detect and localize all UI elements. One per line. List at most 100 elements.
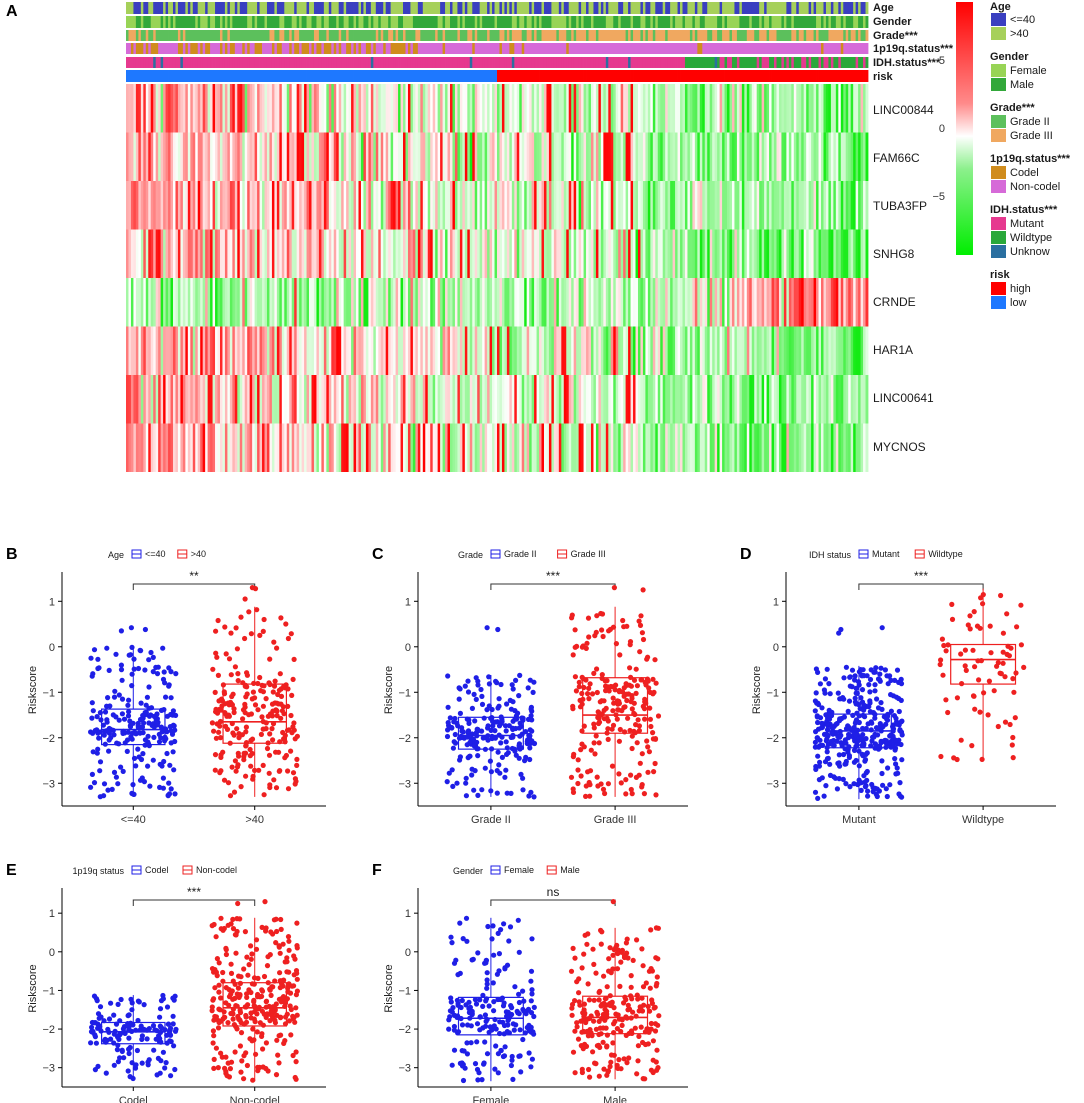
- heatmap-cell: [301, 375, 305, 424]
- annotation-cell: [430, 2, 434, 14]
- annotation-cell: [328, 70, 332, 82]
- heatmap-cell: [407, 278, 411, 327]
- annotation-cell: [551, 43, 555, 54]
- annotation-cell: [153, 57, 157, 68]
- data-point: [233, 625, 239, 631]
- data-point: [211, 728, 217, 734]
- annotation-cell: [571, 2, 575, 14]
- annotation-cell: [353, 70, 357, 82]
- annotation-cell: [415, 70, 419, 82]
- annotation-cell: [375, 2, 379, 14]
- annotation-cell: [187, 30, 191, 41]
- heatmap-cell: [635, 84, 639, 133]
- heatmap-cell: [467, 278, 471, 327]
- heatmap-cell: [652, 423, 656, 472]
- annotation-cell: [365, 30, 369, 41]
- heatmap-cell: [687, 84, 691, 133]
- annotation-cell: [576, 2, 580, 14]
- heatmap-cell: [714, 278, 718, 327]
- heatmap-cell: [353, 278, 357, 327]
- annotation-cell: [482, 57, 486, 68]
- heatmap-cell: [791, 84, 795, 133]
- annotation-cell: [489, 2, 493, 14]
- annotation-cell: [197, 30, 201, 41]
- annotation-cell: [274, 2, 278, 14]
- heatmap-cell: [373, 278, 377, 327]
- annotation-cell: [717, 70, 720, 82]
- annotation-cell: [450, 57, 453, 68]
- annotation-cell: [578, 43, 582, 54]
- heatmap-cell: [692, 229, 696, 278]
- annotation-cell: [546, 43, 550, 54]
- annotation-cell: [526, 70, 530, 82]
- annotation-cell: [506, 16, 510, 28]
- annotation-cell: [635, 16, 639, 28]
- heatmap-cell: [680, 84, 683, 133]
- annotation-cell: [299, 57, 302, 68]
- heatmap-cell: [212, 84, 216, 133]
- annotation-cell: [709, 30, 713, 41]
- annotation-cell: [405, 70, 409, 82]
- heatmap-cell: [244, 132, 248, 181]
- annotation-cell: [126, 57, 129, 68]
- annotation-cell: [294, 70, 298, 82]
- panel-letter: B: [6, 546, 18, 563]
- annotation-cell: [712, 30, 716, 41]
- heatmap-cell: [356, 181, 359, 230]
- heatmap-cell: [608, 326, 612, 375]
- heatmap-cell: [445, 84, 448, 133]
- heatmap-cell: [630, 423, 634, 472]
- annotation-cell: [803, 16, 807, 28]
- heatmap-cell: [422, 229, 426, 278]
- heatmap-cell: [437, 132, 441, 181]
- heatmap-cell: [264, 278, 268, 327]
- annotation-cell: [172, 57, 176, 68]
- annotation-cell: [816, 30, 819, 41]
- data-point: [516, 725, 522, 731]
- annotation-cell: [492, 57, 495, 68]
- heatmap-cell: [398, 326, 401, 375]
- heatmap-cell: [858, 375, 861, 424]
- annotation-cell: [595, 2, 599, 14]
- heatmap-cell: [615, 84, 619, 133]
- annotation-cell: [595, 16, 599, 28]
- heatmap-cell: [838, 229, 842, 278]
- data-point: [275, 701, 282, 707]
- heatmap-cell: [586, 84, 589, 133]
- annotation-cell: [563, 70, 567, 82]
- heatmap-cell: [833, 84, 837, 133]
- heatmap-cell: [383, 375, 387, 424]
- annotation-cell: [489, 30, 493, 41]
- heatmap-cell: [140, 375, 144, 424]
- heatmap-cell: [219, 375, 223, 424]
- annotation-cell: [143, 43, 147, 54]
- heatmap-cell: [635, 423, 639, 472]
- heatmap-cell: [457, 229, 461, 278]
- heatmap-cell: [818, 229, 822, 278]
- annotation-cell: [365, 70, 369, 82]
- heatmap-cell: [677, 132, 681, 181]
- annotation-cell: [791, 70, 795, 82]
- heatmap-cell: [529, 278, 533, 327]
- data-point: [131, 656, 137, 662]
- heatmap-cell: [660, 375, 664, 424]
- annotation-cell: [769, 57, 772, 68]
- annotation-cell: [603, 30, 607, 41]
- data-point: [148, 712, 154, 718]
- heatmap-cell: [380, 84, 384, 133]
- annotation-cell: [808, 57, 812, 68]
- data-point: [485, 737, 491, 743]
- annotation-cell: [215, 16, 218, 28]
- heatmap-cell: [756, 326, 760, 375]
- y-tick-label: −1: [398, 687, 411, 699]
- annotation-cell: [185, 2, 189, 14]
- annotation-cell: [232, 30, 236, 41]
- annotation-cell: [358, 43, 362, 54]
- annotation-cell: [289, 57, 293, 68]
- heatmap-cell: [410, 229, 414, 278]
- heatmap-cell: [593, 132, 597, 181]
- annotation-cell: [598, 2, 602, 14]
- heatmap-cell: [158, 375, 162, 424]
- annotation-cell: [321, 30, 325, 41]
- heatmap-cell: [566, 278, 570, 327]
